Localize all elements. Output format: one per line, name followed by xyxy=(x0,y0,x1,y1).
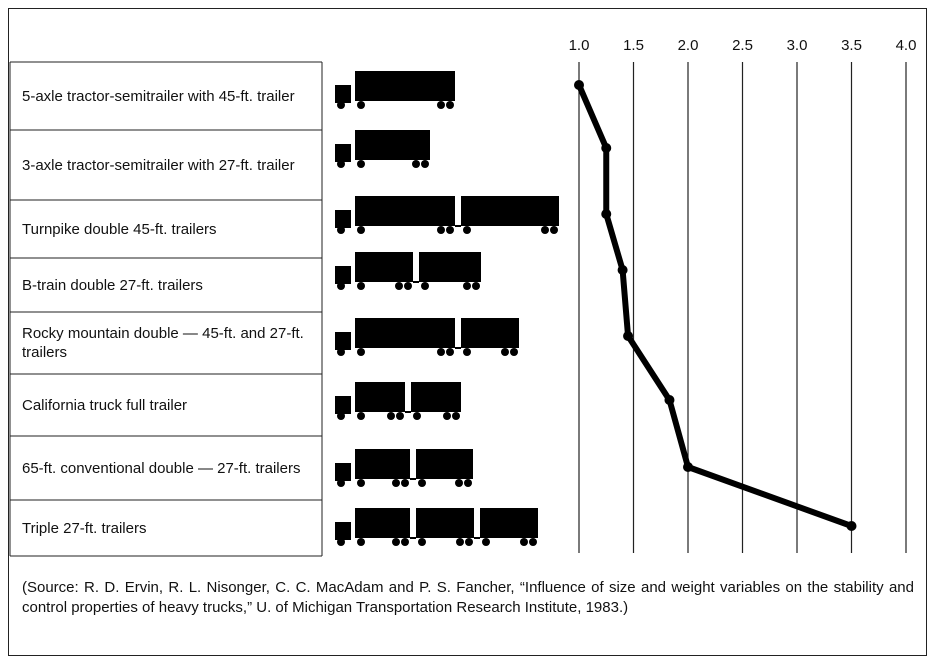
x-tick-label: 3.0 xyxy=(787,37,808,54)
category-label: Turnpike double 45-ft. trailers xyxy=(22,220,217,238)
category-label: 3-axle tractor-semitrailer with 27-ft. t… xyxy=(22,156,295,174)
x-tick-label: 2.0 xyxy=(678,37,699,54)
truck-icon xyxy=(335,71,455,109)
truck-icon xyxy=(335,449,473,487)
x-tick-label: 1.5 xyxy=(623,37,644,54)
data-point xyxy=(683,462,693,472)
data-point xyxy=(617,265,628,275)
data-point xyxy=(846,521,857,531)
data-point xyxy=(601,209,612,219)
truck-icon xyxy=(335,130,430,168)
data-point xyxy=(574,80,584,90)
truck-icon xyxy=(335,508,538,546)
category-label: California truck full trailer xyxy=(22,396,188,414)
x-tick-label: 2.5 xyxy=(732,37,753,54)
truck-icon xyxy=(335,318,519,356)
truck-icon xyxy=(335,196,559,234)
x-tick-label: 1.0 xyxy=(569,37,590,54)
data-point xyxy=(664,395,675,405)
data-point xyxy=(623,331,634,341)
x-tick-label: 3.5 xyxy=(841,37,862,54)
data-line xyxy=(576,83,853,529)
category-label: B-train double 27-ft. trailers xyxy=(22,276,203,294)
category-label: Rocky mountain double — 45-ft. and 27-ft… xyxy=(22,325,304,361)
x-tick-label: 4.0 xyxy=(896,37,917,54)
category-label: 65-ft. conventional double — 27-ft. trai… xyxy=(22,459,301,477)
category-label: 5-axle tractor-semitrailer with 45-ft. t… xyxy=(22,87,295,105)
truck-icon xyxy=(335,252,481,290)
data-point xyxy=(601,143,612,153)
frame xyxy=(8,8,927,656)
truck-icon xyxy=(335,382,461,420)
category-label: Triple 27-ft. trailers xyxy=(22,519,147,537)
source-note: (Source: R. D. Ervin, R. L. Nisonger, C.… xyxy=(22,579,914,616)
